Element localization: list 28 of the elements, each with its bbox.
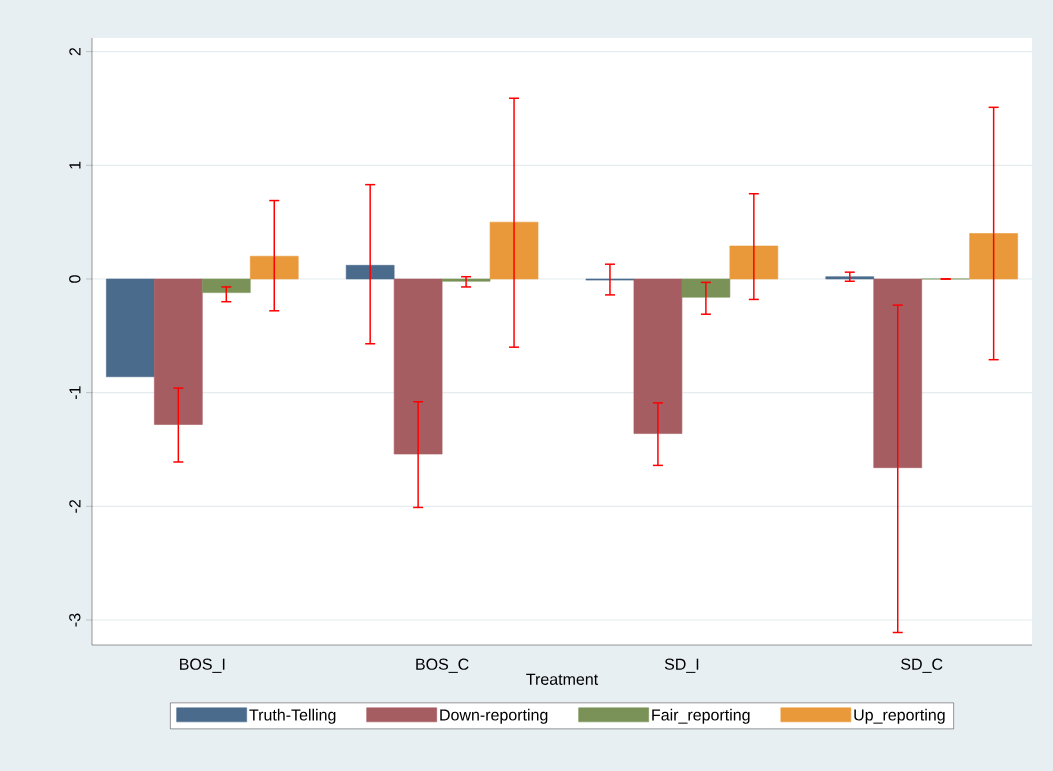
bar — [681, 278, 731, 298]
y-tick-label: -1 — [69, 386, 81, 400]
bar — [825, 276, 875, 280]
y-tick-label: -3 — [69, 613, 81, 627]
legend-label: Down-reporting — [440, 708, 548, 724]
bar — [489, 221, 539, 280]
bar — [106, 278, 155, 378]
x-tick-label: BOS_C — [416, 658, 469, 673]
bar — [249, 255, 299, 280]
x-tick-label: SD_I — [664, 658, 699, 673]
y-tick-label: 0 — [69, 275, 81, 283]
bar — [393, 278, 443, 455]
legend-label: Up_reporting — [854, 708, 945, 724]
legend-label: Truth-Telling — [249, 708, 336, 724]
y-tick-label: 2 — [69, 47, 81, 56]
x-tick-label: SD_C — [901, 658, 943, 673]
x-tick-label: BOS_I — [180, 658, 225, 673]
bar — [729, 245, 779, 280]
bar — [202, 278, 251, 293]
bar — [969, 233, 1018, 280]
bar — [154, 278, 203, 425]
legend-label: Fair_reporting — [652, 708, 750, 724]
bar — [441, 278, 491, 282]
bar — [345, 265, 395, 280]
x-axis-title: Treatment — [526, 673, 599, 685]
y-tick-label: -2 — [69, 500, 81, 513]
y-tick-label: 1 — [69, 161, 81, 169]
bar — [633, 278, 683, 434]
